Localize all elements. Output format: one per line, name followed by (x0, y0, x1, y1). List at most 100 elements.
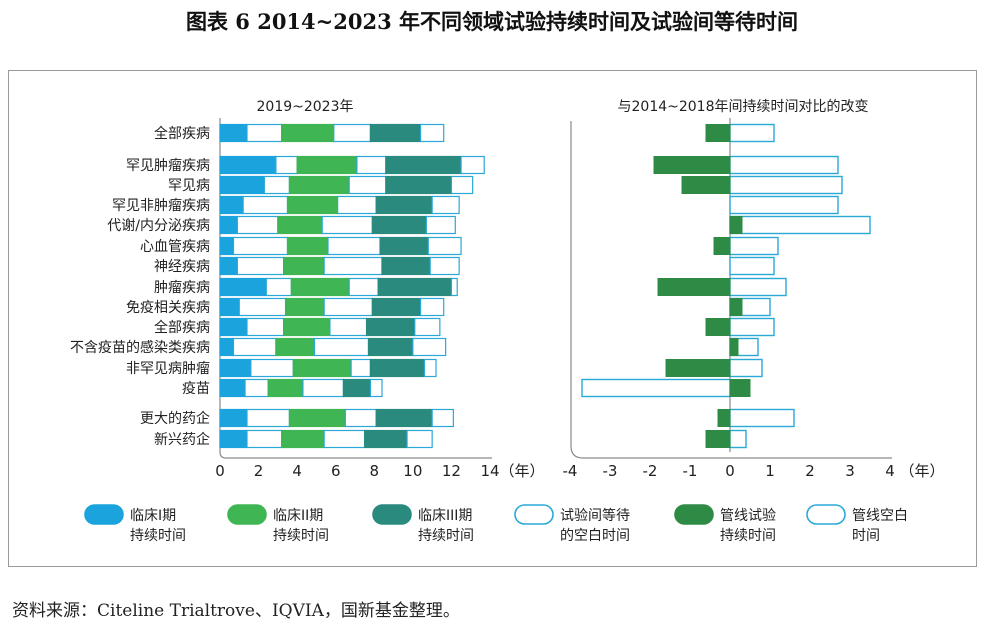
right-trial-bar (729, 338, 739, 356)
right-x-tick-label: -2 (643, 462, 658, 480)
right-gap-bar (729, 236, 779, 256)
left-bar-segment (425, 215, 456, 235)
left-bar-segment (283, 317, 331, 337)
left-bar-segment (242, 195, 289, 215)
left-bar-segment (219, 175, 265, 195)
left-bar-segment (367, 337, 414, 357)
left-category-label: 全部疾病 (154, 125, 210, 142)
right-trial-bar (681, 176, 731, 194)
left-bar-segment (348, 175, 387, 195)
right-gap-bar (729, 215, 871, 235)
left-bar-segment (232, 236, 289, 256)
left-x-tick-label: 14 (480, 462, 499, 480)
right-x-tick-label: -1 (683, 462, 698, 480)
left-bar-segment (323, 256, 383, 276)
left-bar-segment (283, 256, 325, 276)
left-bar-segment (369, 378, 383, 398)
left-bar-segment (302, 378, 345, 398)
left-bar-segment (219, 195, 244, 215)
left-bar-segment (246, 317, 285, 337)
left-bar-segment (375, 408, 433, 428)
left-bar-segment (288, 408, 346, 428)
left-bar-segment (379, 236, 429, 256)
left-category-label: 不含疫苗的感染类疾病 (70, 339, 210, 356)
right-x-tick-label: -4 (563, 462, 578, 480)
legend-swatch (674, 504, 714, 525)
left-bar-segment (364, 429, 408, 449)
left-bar-segment (356, 155, 387, 175)
right-trial-bar (665, 359, 731, 377)
right-gap-bar (729, 429, 747, 449)
right-gap-bar (729, 175, 843, 195)
left-bar-segment (321, 215, 373, 235)
left-bar-segment (288, 175, 350, 195)
right-trial-bar (713, 237, 731, 255)
right-gap-bar (729, 408, 795, 428)
left-bar-segment (219, 123, 248, 143)
left-bar-segment (232, 337, 277, 357)
left-bar-segment (460, 155, 485, 175)
left-x-tick-label: 4 (292, 462, 302, 480)
right-trial-bar (705, 318, 731, 336)
left-bar-segment (263, 175, 291, 195)
legend-swatch (806, 504, 846, 525)
left-bar-segment (327, 236, 381, 256)
left-category-label: 新兴药企 (154, 431, 210, 448)
left-bar-segment (342, 378, 372, 398)
left-bar-segment (219, 317, 248, 337)
legend-label: 的空白时间 (560, 528, 630, 544)
right-gap-bar (729, 256, 775, 276)
right-gap-bar (729, 195, 839, 215)
left-category-label: 罕见肿瘤疾病 (126, 157, 210, 174)
left-bar-segment (375, 195, 433, 215)
right-x-axis (570, 121, 892, 459)
right-trial-bar (729, 216, 743, 234)
left-category-label: 神经疾病 (154, 259, 210, 275)
right-x-axis-unit: （年） (899, 462, 944, 480)
right-x-tick-label: 3 (845, 462, 855, 480)
right-gap-bar (729, 123, 775, 143)
right-gap-bar (729, 317, 775, 337)
left-bar-segment (385, 155, 462, 175)
legend-label: 管线空白 (852, 508, 908, 524)
legend-swatch (514, 504, 554, 525)
left-bar-segment (219, 256, 238, 276)
left-bar-segment (219, 358, 252, 378)
right-chart-title: 与2014~2018年间持续时间对比的改变 (618, 98, 869, 115)
left-bar-segment (323, 297, 373, 317)
left-bar-segment (431, 408, 454, 428)
legend-label: 临床I期 (130, 508, 176, 524)
left-bar-segment (377, 277, 453, 297)
left-bar-segment (431, 195, 460, 215)
left-bar-segment (414, 317, 441, 337)
left-bar-segment (385, 175, 453, 195)
legend-label: 持续时间 (273, 527, 329, 544)
left-bar-segment (246, 429, 283, 449)
right-trial-bar (705, 430, 731, 448)
left-x-tick-label: 2 (254, 462, 264, 480)
left-bar-segment (371, 297, 422, 317)
left-x-axis-unit: （年） (499, 462, 544, 480)
left-bar-segment (344, 408, 377, 428)
legend-label: 持续时间 (130, 527, 186, 544)
right-trial-bar (653, 156, 731, 174)
left-bar-segment (281, 429, 325, 449)
left-bar-segment (275, 337, 316, 357)
left-bar-segment (371, 215, 427, 235)
right-trial-bar (729, 379, 751, 397)
left-category-label: 罕见病 (168, 178, 210, 194)
left-category-label: 免疫相关疾病 (126, 300, 210, 316)
left-bar-segment (329, 317, 368, 337)
legend-label: 持续时间 (720, 527, 776, 544)
left-bar-segment (219, 277, 267, 297)
left-bar-segment (333, 123, 372, 143)
left-category-label: 代谢/内分泌疾病 (107, 218, 210, 234)
source-note: 资料来源：Citeline Trialtrove、IQVIA，国新基金整理。 (12, 601, 460, 621)
left-bar-segment (219, 297, 240, 317)
left-bar-segment (219, 429, 248, 449)
right-x-tick-label: -3 (603, 462, 618, 480)
left-bar-segment (313, 337, 370, 357)
right-trial-bar (717, 409, 731, 427)
left-bar-segment (369, 358, 426, 378)
